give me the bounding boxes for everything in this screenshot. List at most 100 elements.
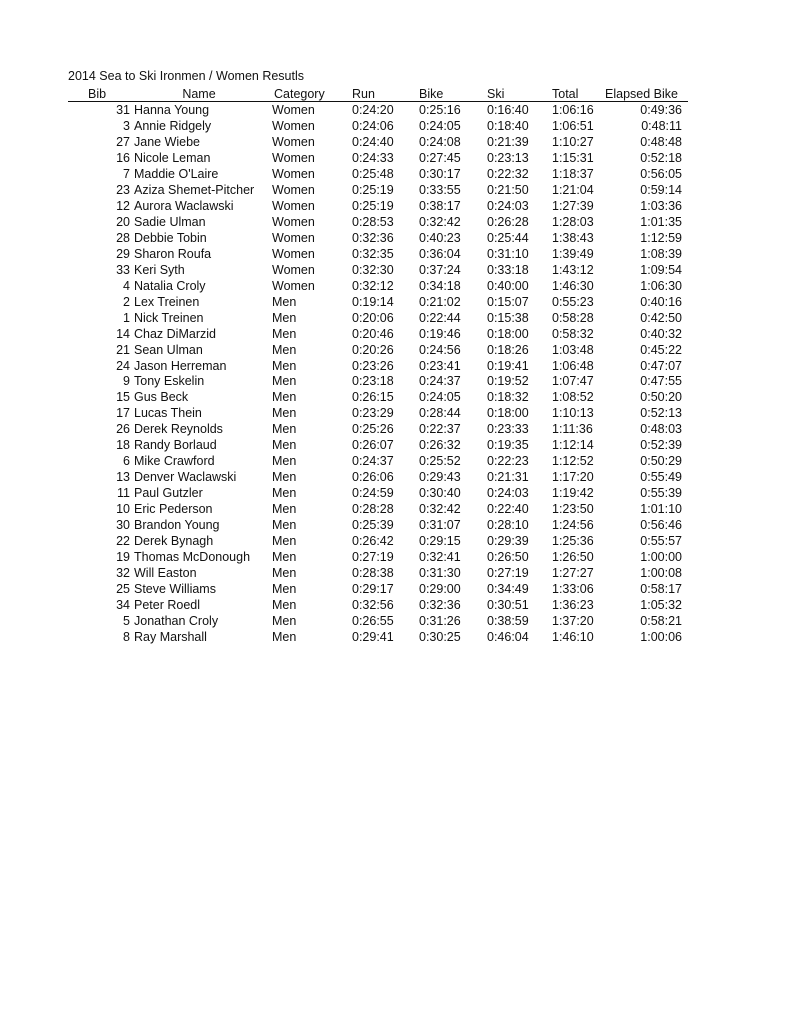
cell-ski: 0:15:38	[487, 310, 529, 325]
cell-ski: 0:18:00	[487, 406, 529, 421]
cell-ski: 0:29:39	[487, 534, 529, 549]
cell-run: 0:20:46	[352, 326, 394, 341]
cell-bike: 0:40:23	[419, 230, 461, 245]
table-row: 24 Jason Herreman Men 0:23:26 0:23:41 0:19:41…	[0, 358, 791, 374]
cell-elapsed-bike: 0:47:07	[640, 358, 682, 373]
cell-elapsed-bike: 0:45:22	[640, 342, 682, 357]
cell-bib: 30	[116, 518, 130, 533]
cell-bike: 0:25:16	[419, 103, 461, 117]
cell-bib: 15	[116, 390, 130, 405]
cell-total: 1:06:51	[552, 118, 594, 133]
cell-bike: 0:24:08	[419, 134, 461, 149]
table-row: 5 Jonathan Croly Men 0:26:55 0:31:26 0:38:59 1…	[0, 613, 791, 629]
header-elapsed-bike: Elapsed Bike	[605, 87, 678, 101]
cell-run: 0:26:42	[352, 534, 394, 549]
cell-name: Natalia Croly	[134, 278, 206, 293]
header-bib: Bib	[88, 87, 107, 101]
cell-category: Women	[272, 182, 315, 197]
cell-elapsed-bike: 0:42:50	[640, 310, 682, 325]
table-row: 16 Nicole Leman Women 0:24:33 0:27:45 0:23:13…	[0, 150, 791, 166]
cell-ski: 0:28:10	[487, 518, 529, 533]
cell-category: Men	[272, 406, 297, 421]
cell-name: Gus Beck	[134, 390, 189, 405]
cell-total: 1:12:52	[552, 454, 594, 469]
cell-run: 0:32:56	[352, 598, 394, 613]
cell-run: 0:24:40	[352, 134, 394, 149]
header-total: Total	[552, 87, 579, 101]
table-row: 9 Tony Eskelin Men 0:23:18 0:24:37 0:19:52 1:0…	[0, 373, 791, 389]
table-row: 11 Paul Gutzler Men 0:24:59 0:30:40 0:24:03 1:…	[0, 485, 791, 501]
table-row: 23 Aziza Shemet-Pitcher Women 0:25:19 0:33:5…	[0, 182, 791, 198]
cell-total: 1:08:52	[552, 390, 594, 405]
cell-bib: 14	[116, 326, 130, 341]
cell-run: 0:24:20	[352, 103, 394, 117]
cell-category: Women	[272, 134, 315, 149]
cell-name: Keri Syth	[134, 262, 185, 277]
cell-bib: 2	[123, 294, 130, 309]
cell-ski: 0:23:13	[487, 150, 529, 165]
cell-run: 0:26:55	[352, 614, 394, 629]
cell-bib: 29	[116, 246, 130, 261]
cell-bib: 18	[116, 438, 130, 453]
cell-name: Sean Ulman	[134, 342, 203, 357]
cell-ski: 0:30:51	[487, 598, 529, 613]
cell-elapsed-bike: 0:48:11	[641, 118, 682, 133]
cell-bike: 0:29:15	[419, 534, 461, 549]
cell-category: Men	[272, 486, 297, 501]
cell-ski: 0:40:00	[487, 278, 529, 293]
cell-elapsed-bike: 0:50:20	[640, 390, 682, 405]
cell-elapsed-bike: 0:55:57	[640, 534, 682, 549]
cell-total: 1:06:48	[552, 358, 594, 373]
cell-name: Will Easton	[134, 566, 197, 581]
cell-run: 0:28:53	[352, 214, 394, 229]
cell-elapsed-bike: 1:00:06	[640, 630, 682, 644]
header-rule	[68, 101, 688, 102]
table-row: 4 Natalia Croly Women 0:32:12 0:34:18 0:40:00…	[0, 278, 791, 294]
cell-run: 0:28:28	[352, 502, 394, 517]
cell-bib: 26	[116, 422, 130, 437]
cell-ski: 0:21:50	[487, 182, 529, 197]
cell-category: Men	[272, 294, 297, 309]
cell-bib: 13	[116, 470, 130, 485]
cell-ski: 0:15:07	[487, 294, 529, 309]
cell-category: Men	[272, 326, 297, 341]
cell-bib: 4	[123, 278, 130, 293]
cell-bib: 33	[116, 262, 130, 277]
cell-ski: 0:19:41	[487, 358, 529, 373]
cell-total: 1:43:12	[552, 262, 594, 277]
table-row: 22 Derek Bynagh Men 0:26:42 0:29:15 0:29:39 1:…	[0, 533, 791, 549]
cell-elapsed-bike: 1:01:10	[640, 502, 682, 517]
cell-bib: 21	[116, 342, 130, 357]
cell-name: Lex Treinen	[134, 294, 200, 309]
cell-bike: 0:37:24	[419, 262, 461, 277]
cell-category: Women	[272, 166, 315, 181]
cell-total: 1:21:04	[552, 182, 594, 197]
cell-name: Nick Treinen	[134, 310, 204, 325]
cell-category: Men	[272, 454, 297, 469]
cell-total: 1:24:56	[552, 518, 594, 533]
cell-name: Lucas Thein	[134, 406, 202, 421]
cell-elapsed-bike: 0:49:36	[640, 103, 682, 117]
cell-category: Men	[272, 358, 297, 373]
cell-name: Sadie Ulman	[134, 214, 206, 229]
cell-elapsed-bike: 0:58:17	[640, 582, 682, 597]
table-row: 12 Aurora Waclawski Women 0:25:19 0:38:17 0:2…	[0, 198, 791, 214]
cell-bike: 0:21:02	[419, 294, 461, 309]
cell-total: 1:39:49	[552, 246, 594, 261]
cell-ski: 0:38:59	[487, 614, 529, 629]
cell-elapsed-bike: 0:47:55	[640, 374, 682, 389]
cell-name: Mike Crawford	[134, 454, 215, 469]
cell-category: Men	[272, 438, 297, 453]
cell-bike: 0:26:32	[419, 438, 461, 453]
cell-name: Nicole Leman	[134, 150, 211, 165]
cell-category: Men	[272, 374, 297, 389]
cell-ski: 0:33:18	[487, 262, 529, 277]
cell-bike: 0:30:25	[419, 630, 461, 644]
table-row: 26 Derek Reynolds Men 0:25:26 0:22:37 0:23:33…	[0, 421, 791, 437]
cell-bike: 0:28:44	[419, 406, 461, 421]
table-header: Bib Name Category Run Bike Ski Total Ela…	[0, 86, 791, 102]
cell-bike: 0:30:40	[419, 486, 461, 501]
cell-total: 1:27:39	[552, 198, 594, 213]
cell-elapsed-bike: 0:59:14	[640, 182, 682, 197]
cell-bib: 28	[116, 230, 130, 245]
